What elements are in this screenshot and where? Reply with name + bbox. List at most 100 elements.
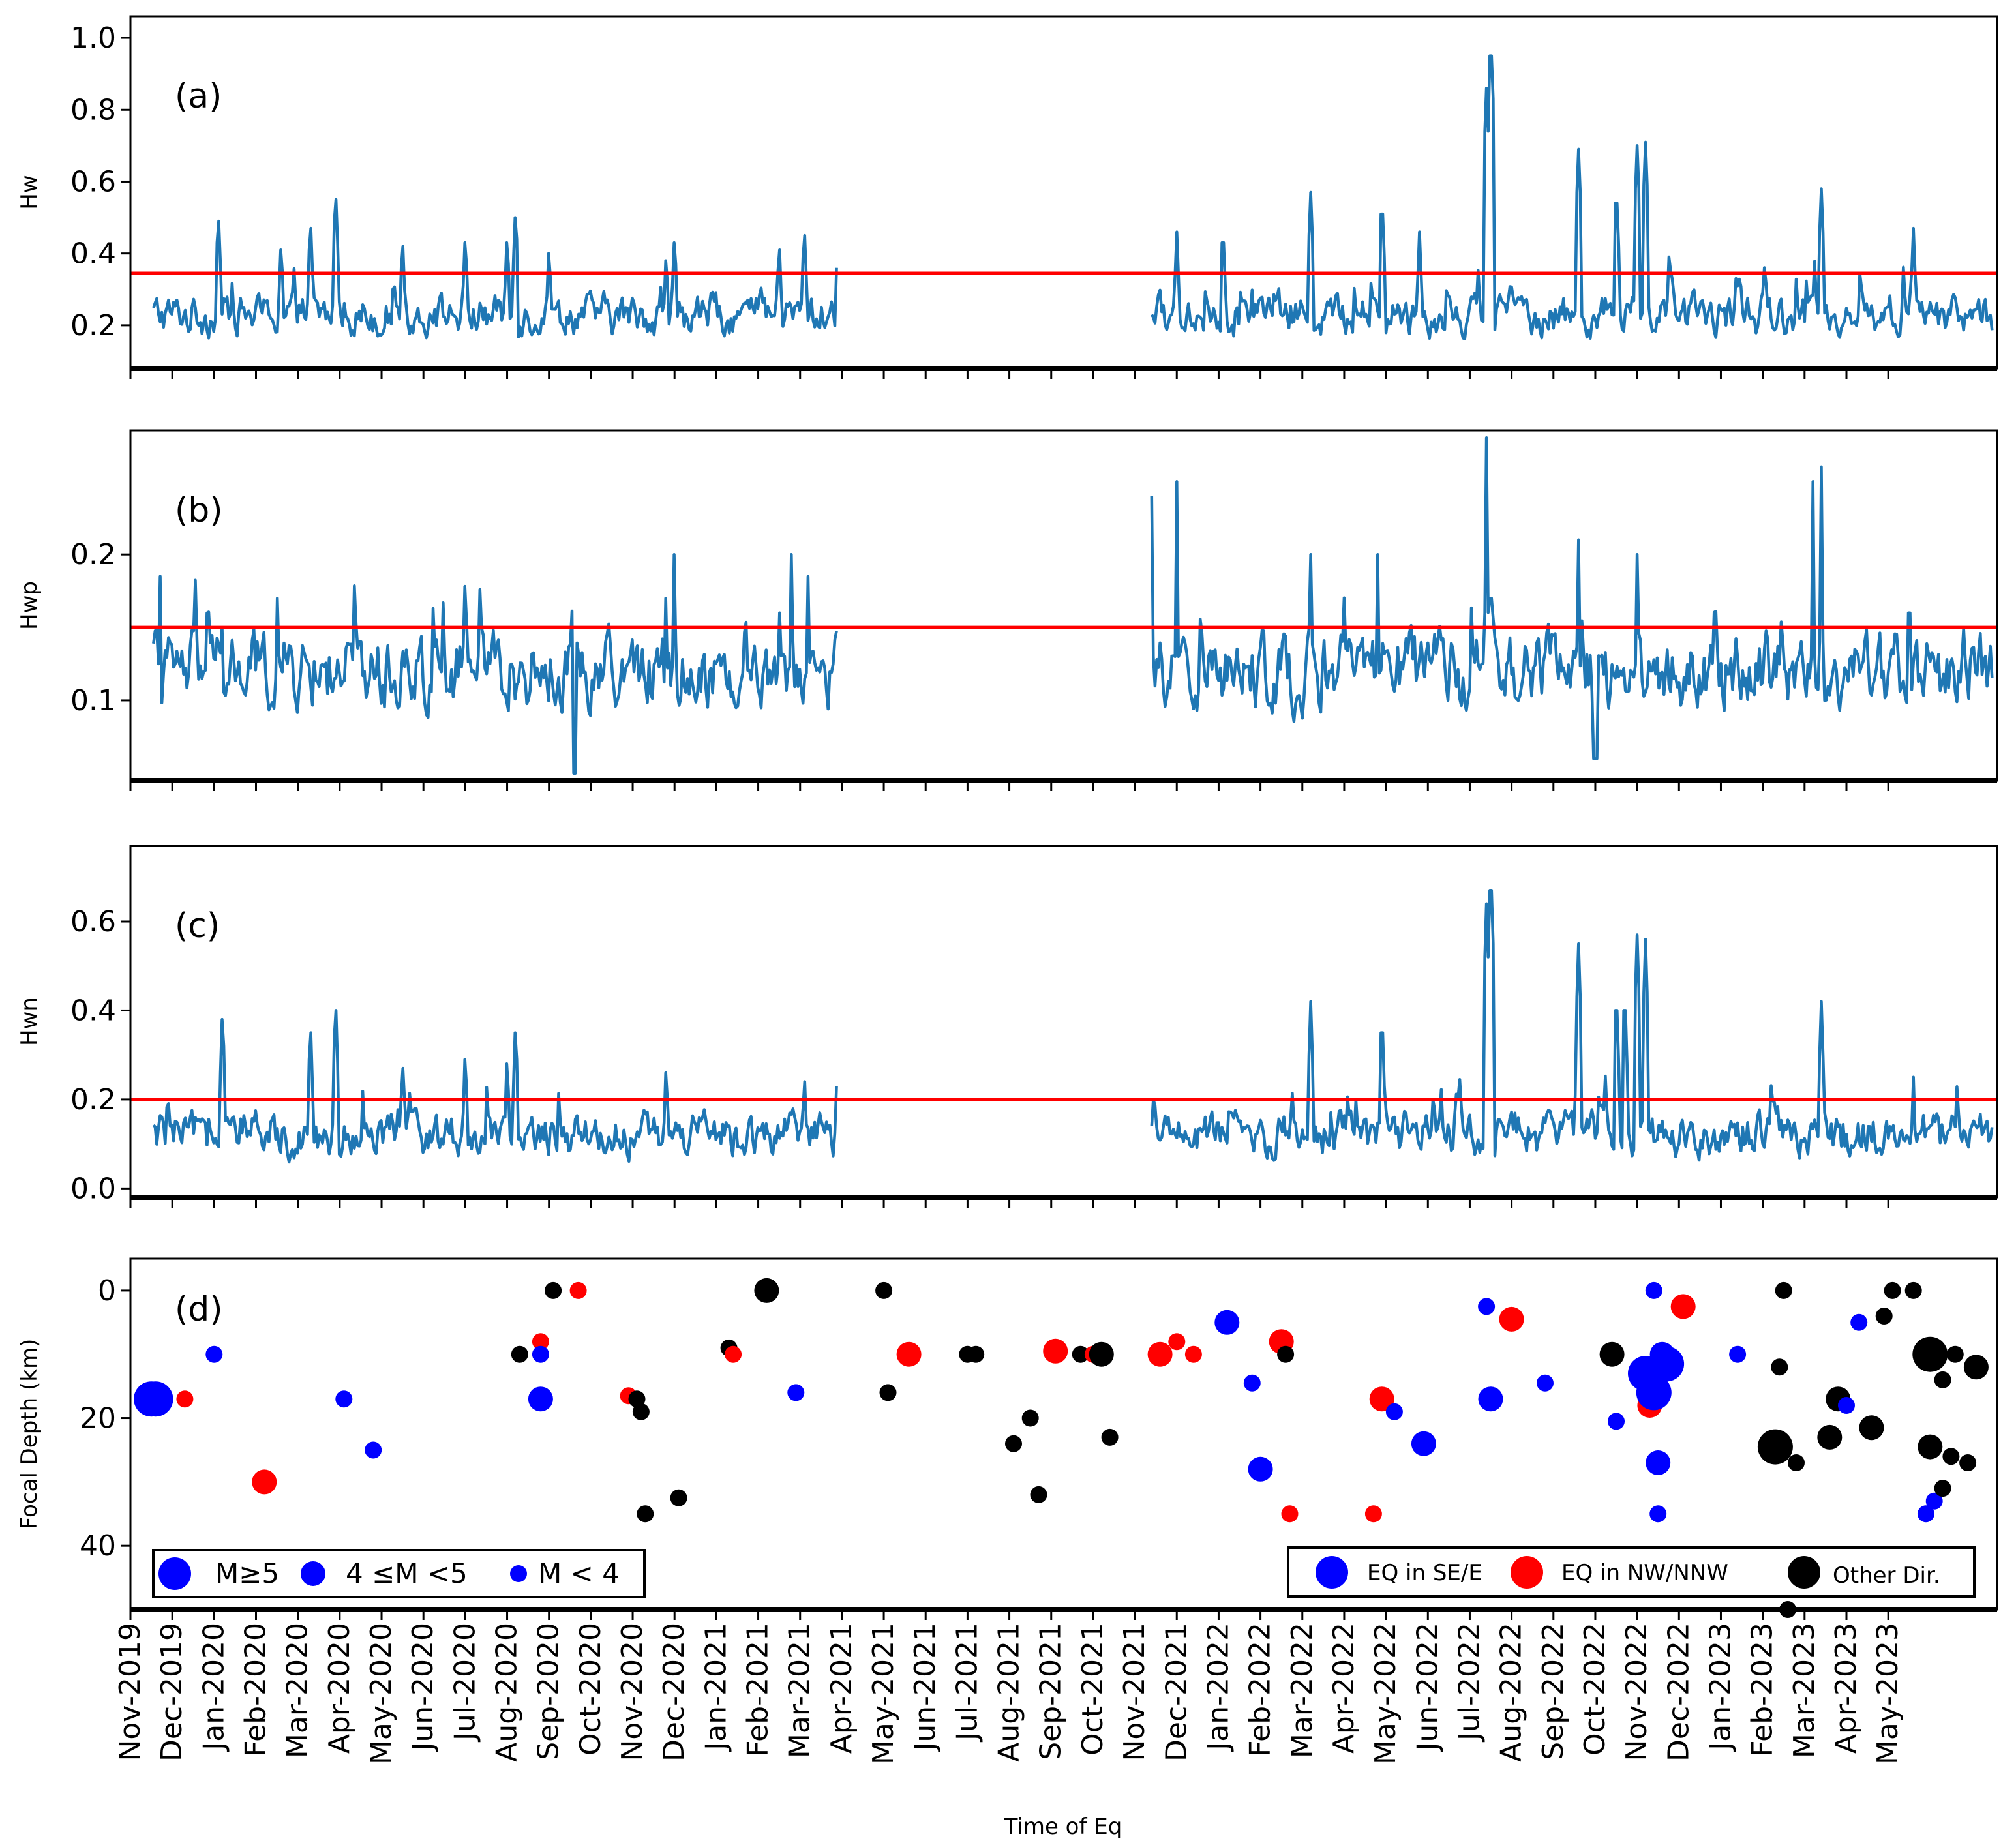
eq-point-red [252,1469,277,1495]
eq-point-red [1043,1338,1068,1364]
x-tick-label: Mar-2021 [783,1623,817,1758]
eq-point-blue [532,1345,549,1363]
x-axis-band [130,778,1997,783]
x-tick-label: Apr-2020 [323,1623,356,1754]
x-tick-label: Nov-2021 [1118,1623,1151,1761]
series-line-segment-0 [152,1009,838,1164]
y-tick-label: 0.8 [70,93,116,127]
y-tick-label: 0.4 [70,237,116,271]
eq-point-blue [1646,1450,1671,1475]
eq-point-blue [1478,1298,1496,1315]
eq-point-red [1184,1345,1202,1363]
x-tick-label: Jul-2020 [448,1623,481,1743]
x-tick-label: Apr-2022 [1327,1623,1361,1754]
eq-point-black [875,1281,893,1299]
x-tick-label: Mar-2023 [1788,1623,1821,1758]
eq-point-red [1281,1505,1299,1523]
eq-point-blue [1214,1310,1240,1335]
eq-point-red [1499,1306,1524,1332]
panel-a-ylabel: Hw [16,175,42,209]
legend-direction-box [1287,1546,1976,1598]
eq-point-blue [1537,1374,1554,1392]
eq-point-blue [1850,1313,1868,1331]
x-tick-label: Sep-2021 [1034,1623,1068,1760]
panel-c-xticks [129,1195,1997,1208]
x-tick-label: Jun-2020 [406,1623,440,1753]
y-tick-label: 1.0 [70,22,116,55]
eq-point-black [1101,1428,1119,1446]
eq-point-black [1963,1355,1989,1380]
eq-point-blue [1411,1431,1436,1456]
legend-direction: EQ in SE/E EQ in NW/NNW Other Dir. [1287,1546,1976,1598]
eq-point-black [545,1281,562,1299]
eq-point-black [1089,1341,1114,1367]
eq-point-red [1670,1294,1696,1319]
panel-d-ylabel: Focal Depth (km) [16,1339,42,1530]
legend-m5-label: M≥5 [215,1557,279,1589]
legend-magnitude: M≥5 4 ≤M <5 M < 4 [152,1549,646,1598]
eq-point-blue [365,1441,382,1459]
eq-point-black [1599,1341,1625,1367]
x-tick-label: Dec-2020 [657,1623,691,1761]
x-tick-label: Jun-2022 [1411,1623,1444,1753]
eq-point-blue [335,1390,353,1408]
eq-point-black [637,1505,654,1523]
x-tick-label: Aug-2022 [1495,1623,1528,1762]
x-tick-label: Jul-2022 [1452,1623,1486,1743]
eq-point-black [1942,1448,1960,1465]
x-tick-label: Jan-2022 [1201,1623,1235,1752]
eq-point-black [511,1345,528,1363]
eq-point-red [1147,1341,1173,1367]
eq-point-black [1959,1454,1977,1471]
eq-point-black [1030,1486,1047,1503]
x-tick-label: Nov-2019 [113,1623,147,1761]
x-axis-title: Time of Eq [1004,1814,1122,1840]
x-tick-label: Jul-2021 [950,1623,984,1743]
legend-magnitude-box [152,1549,646,1598]
eq-point-blue [1838,1397,1855,1414]
legend-m5-marker [158,1557,191,1590]
panel-b-ylabel: Hwp [16,581,42,630]
eq-point-red [532,1333,549,1351]
legend-m4-label: 4 ≤M <5 [346,1557,468,1589]
panel-b: 0.1 0.2 (b) Hwp [16,429,1998,791]
x-tick-label: Jan-2020 [197,1623,230,1752]
y-tick-label: 0.2 [70,538,116,571]
eq-point-black [1021,1409,1039,1427]
legend-other-label: Other Dir. [1833,1563,1940,1589]
eq-point-black [632,1403,650,1420]
panel-b-label: (b) [175,491,223,530]
series-line-segment-0 [152,552,838,775]
x-tick-label: Oct-2020 [574,1623,607,1756]
eq-point-blue [1649,1505,1667,1523]
x-tick-label: Feb-2020 [239,1623,273,1757]
x-axis-band [130,366,1997,371]
x-axis-band [130,1607,1997,1612]
eq-point-blue [1645,1281,1662,1299]
eq-point-blue [1478,1386,1503,1412]
panel-a-label: (a) [175,77,222,116]
eq-point-black [1775,1281,1792,1299]
eq-point-black [1757,1429,1793,1465]
x-tick-label: Feb-2022 [1244,1623,1277,1757]
panel-b-xticks [129,778,1997,791]
eq-point-black [628,1390,646,1408]
eq-point-red [1168,1333,1186,1351]
legend-se-label: EQ in SE/E [1367,1560,1482,1586]
eq-point-blue [1729,1345,1747,1363]
panel-a: 0.2 0.4 0.6 0.8 1.0 (a) Hw [16,15,1998,379]
series-line-segment-1 [1150,54,1994,340]
eq-point-black [1277,1345,1295,1363]
x-tick-label: Dec-2019 [155,1623,188,1761]
eq-point-red [1369,1386,1394,1412]
x-tick-label: Dec-2022 [1662,1623,1695,1761]
y-tick-label: 0.6 [70,905,116,938]
eq-point-black [1072,1345,1089,1363]
legend-other-marker [1788,1556,1820,1589]
eq-point-black [1859,1415,1884,1441]
eq-point-red [896,1341,922,1367]
eq-point-blue [1608,1413,1625,1430]
x-tick-label: Jan-2021 [699,1623,732,1752]
legend-nw-label: EQ in NW/NNW [1561,1560,1728,1586]
eq-point-blue [138,1381,173,1417]
